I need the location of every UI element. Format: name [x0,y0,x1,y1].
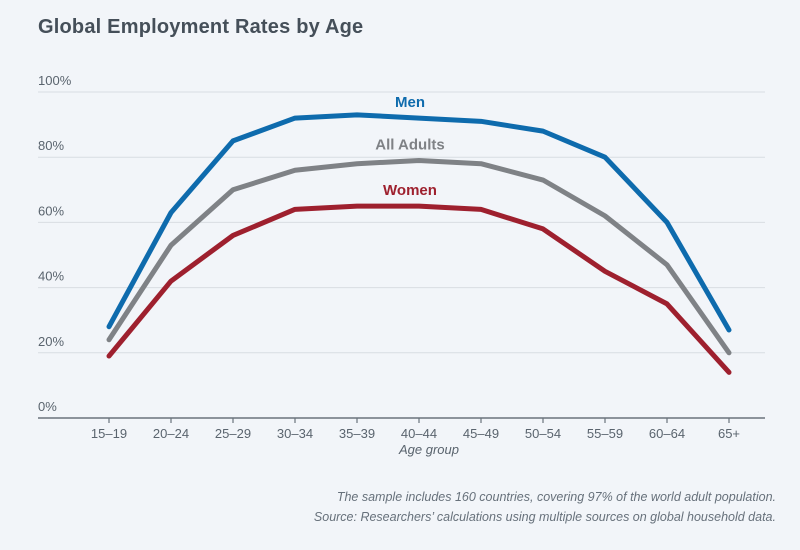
y-tick-label-20: 20% [38,334,64,349]
y-tick-label-80: 80% [38,138,64,153]
x-tick-label-8: 55–59 [587,426,623,441]
footnote-sample-line: The sample includes 160 countries, cover… [336,490,776,504]
x-tick-label-7: 50–54 [525,426,561,441]
series-label-all-adults: All Adults [375,136,444,153]
x-axis-title: Age group [398,442,459,457]
employment-line-chart: 0% 20% 40% 60% 80% 100% 15–19 20–24 25–29 30–34 35… [38,73,765,457]
x-tick-label-5: 40–44 [401,426,437,441]
x-tick-label-0: 15–19 [91,426,127,441]
x-tick-label-10: 65+ [718,426,740,441]
x-tick-label-2: 25–29 [215,426,251,441]
series-label-men: Men [395,94,425,111]
y-tick-label-0: 0% [38,399,57,414]
x-tick-label-3: 30–34 [277,426,313,441]
chart-title: Global Employment Rates by Age [38,16,364,38]
y-tick-label-100: 100% [38,73,72,88]
chart-footnote: The sample includes 160 countries, cover… [314,487,776,527]
x-tick-label-9: 60–64 [649,426,685,441]
x-tick-label-4: 35–39 [339,426,375,441]
y-tick-label-60: 60% [38,203,64,218]
series-line-women [106,203,732,375]
footnote-source-line: Source: Researchers’ calculations using … [313,510,776,524]
series-line-all-adults [106,157,732,356]
x-tick-label-6: 45–49 [463,426,499,441]
y-tick-label-40: 40% [38,269,64,284]
series-label-women: Women [383,182,437,199]
series-line-men [106,112,732,333]
x-tick-label-1: 20–24 [153,426,189,441]
